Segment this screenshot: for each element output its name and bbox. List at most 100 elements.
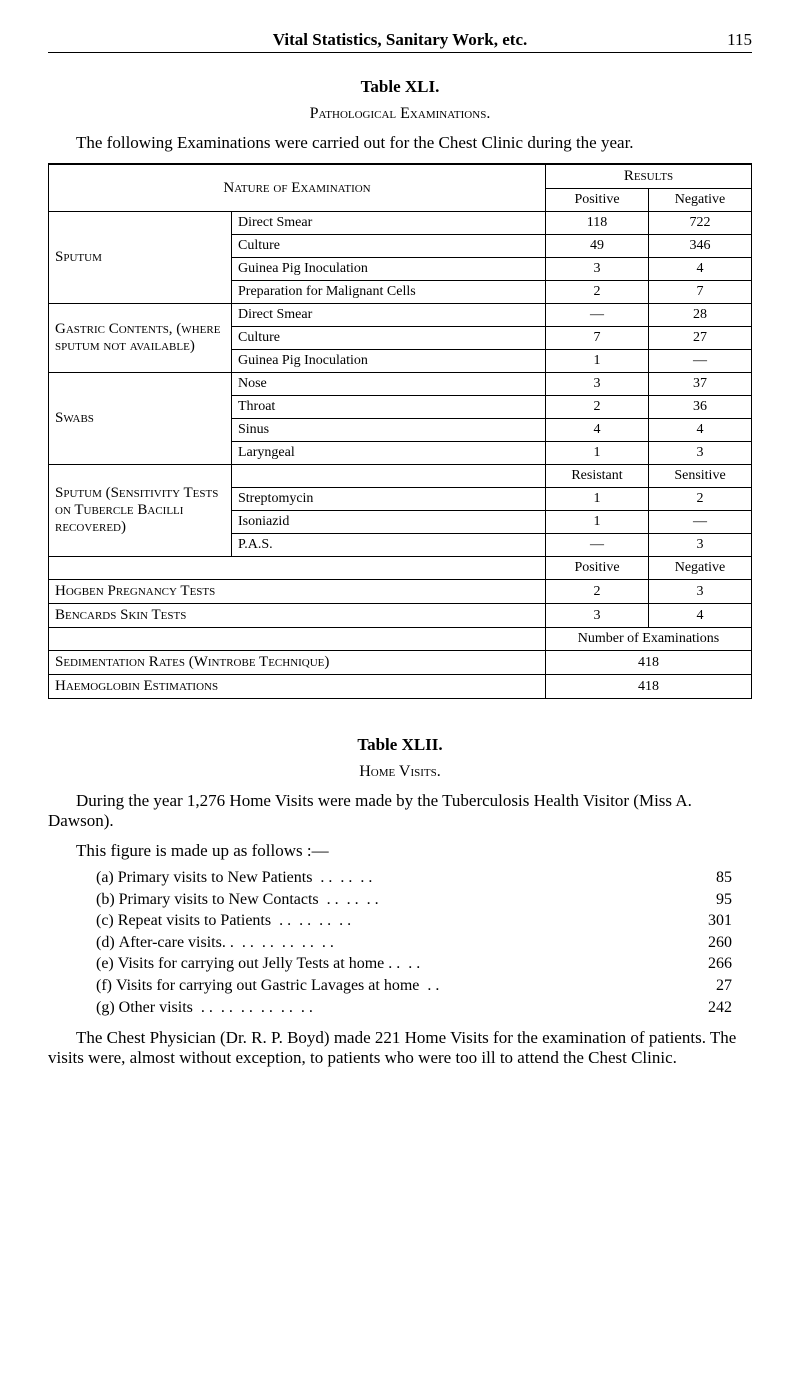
- exam-name: Sinus: [232, 419, 546, 442]
- cell-neg: 3: [649, 580, 752, 604]
- item-value: 260: [682, 932, 732, 954]
- item-value: 85: [682, 867, 732, 889]
- sedimentation-label: Sedimentation Rates (Wintrobe Technique): [49, 651, 546, 675]
- item-key: (b): [96, 891, 115, 908]
- cell-pos: —: [546, 534, 649, 557]
- cell-pos: 49: [546, 235, 649, 258]
- exam-name: Laryngeal: [232, 442, 546, 465]
- cell-pos: —: [546, 304, 649, 327]
- num-exams-header: Number of Examinations: [546, 628, 752, 651]
- exam-name: Throat: [232, 396, 546, 419]
- cell-neg: 7: [649, 281, 752, 304]
- cell-neg: 722: [649, 212, 752, 235]
- cell-neg: 3: [649, 442, 752, 465]
- exam-name: P.A.S.: [232, 534, 546, 557]
- list-item: (b) Primary visits to New Contacts . . .…: [96, 889, 732, 911]
- cell-neg: —: [649, 350, 752, 373]
- table-subheader-row: Positive Negative: [49, 557, 752, 580]
- table42-label: Table XLII.: [48, 735, 752, 755]
- cell-neg: 4: [649, 419, 752, 442]
- cell-val: 418: [546, 651, 752, 675]
- resistant-header: Resistant: [546, 465, 649, 488]
- cell-pos: 1: [546, 350, 649, 373]
- table42-follows: This figure is made up as follows :—: [48, 841, 752, 861]
- item-value: 27: [682, 975, 732, 997]
- haemoglobin-label: Haemoglobin Estimations: [49, 675, 546, 699]
- sensitive-header: Sensitive: [649, 465, 752, 488]
- table42-subtitle: Home Visits.: [48, 763, 752, 781]
- item-label: After-care visits. .: [119, 934, 234, 951]
- table41-subtitle: Pathological Examinations.: [48, 105, 752, 123]
- cell-pos: 3: [546, 258, 649, 281]
- cell-neg: 3: [649, 534, 752, 557]
- negative-header: Negative: [649, 189, 752, 212]
- item-label: Visits for carrying out Jelly Tests at h…: [118, 955, 400, 972]
- item-key: (d): [96, 934, 115, 951]
- item-label: Primary visits to New Patients: [118, 869, 313, 886]
- exam-name: Guinea Pig Inoculation: [232, 258, 546, 281]
- running-title: Vital Statistics, Sanitary Work, etc.: [88, 30, 712, 50]
- list-item: (g) Other visits . . . . . . . . . . . .…: [96, 997, 732, 1019]
- table-row: Hogben Pregnancy Tests 2 3: [49, 580, 752, 604]
- table-row: Swabs Nose 3 37: [49, 373, 752, 396]
- list-item: (c) Repeat visits to Patients . . . . . …: [96, 910, 732, 932]
- item-key: (c): [96, 912, 114, 929]
- table41-intro: The following Examinations were carried …: [48, 133, 752, 153]
- exam-name: Direct Smear: [232, 304, 546, 327]
- item-value: 301: [682, 910, 732, 932]
- exam-name: Culture: [232, 327, 546, 350]
- exam-name: Direct Smear: [232, 212, 546, 235]
- item-label: Repeat visits to Patients: [118, 912, 271, 929]
- exam-name: Nose: [232, 373, 546, 396]
- list-item: (d) After-care visits. . . . . . . . . .…: [96, 932, 732, 954]
- page-header: Vital Statistics, Sanitary Work, etc. 11…: [48, 30, 752, 53]
- cell-pos: 118: [546, 212, 649, 235]
- cell-neg: 346: [649, 235, 752, 258]
- cell-pos: 2: [546, 396, 649, 419]
- positive-header: Positive: [546, 557, 649, 580]
- cell-neg: —: [649, 511, 752, 534]
- item-label: Other visits: [119, 999, 193, 1016]
- cell-neg: 4: [649, 604, 752, 628]
- cell-neg: 37: [649, 373, 752, 396]
- examinations-table: Nature of Examination Results Positive N…: [48, 163, 752, 699]
- blank-cell: [49, 628, 546, 651]
- item-key: (a): [96, 869, 114, 886]
- cell-neg: 2: [649, 488, 752, 511]
- list-item: (f) Visits for carrying out Gastric Lava…: [96, 975, 732, 997]
- table-row: Gastric Contents, (where sputum not avai…: [49, 304, 752, 327]
- table-row: Haemoglobin Estimations 418: [49, 675, 752, 699]
- item-value: 95: [682, 889, 732, 911]
- table41-label: Table XLI.: [48, 77, 752, 97]
- group-gastric: Gastric Contents, (where sputum not avai…: [49, 304, 232, 373]
- item-key: (e): [96, 955, 114, 972]
- table-row: Bencards Skin Tests 3 4: [49, 604, 752, 628]
- cell-val: 418: [546, 675, 752, 699]
- results-header: Results: [546, 164, 752, 189]
- hogben-label: Hogben Pregnancy Tests: [49, 580, 546, 604]
- list-item: (a) Primary visits to New Patients . . .…: [96, 867, 732, 889]
- item-value: 266: [682, 953, 732, 975]
- group-sensitivity: Sputum (Sensitivity Tests on Tubercle Ba…: [49, 465, 232, 557]
- table-row: Sedimentation Rates (Wintrobe Technique)…: [49, 651, 752, 675]
- blank-cell: [232, 465, 546, 488]
- cell-neg: 36: [649, 396, 752, 419]
- table-subheader-row: Number of Examinations: [49, 628, 752, 651]
- cell-pos: 1: [546, 511, 649, 534]
- blank-cell: [49, 557, 546, 580]
- item-key: (g): [96, 999, 115, 1016]
- cell-pos: 2: [546, 580, 649, 604]
- page-number: 115: [712, 30, 752, 50]
- table42-intro: During the year 1,276 Home Visits were m…: [48, 791, 752, 831]
- cell-pos: 2: [546, 281, 649, 304]
- exam-name: Guinea Pig Inoculation: [232, 350, 546, 373]
- cell-pos: 4: [546, 419, 649, 442]
- item-label: Primary visits to New Contacts: [119, 891, 319, 908]
- closing-paragraph: The Chest Physician (Dr. R. P. Boyd) mad…: [48, 1028, 752, 1068]
- negative-header: Negative: [649, 557, 752, 580]
- cell-pos: 1: [546, 442, 649, 465]
- item-label: Visits for carrying out Gastric Lavages …: [116, 977, 419, 994]
- group-swabs: Swabs: [49, 373, 232, 465]
- exam-name: Culture: [232, 235, 546, 258]
- item-value: 242: [682, 997, 732, 1019]
